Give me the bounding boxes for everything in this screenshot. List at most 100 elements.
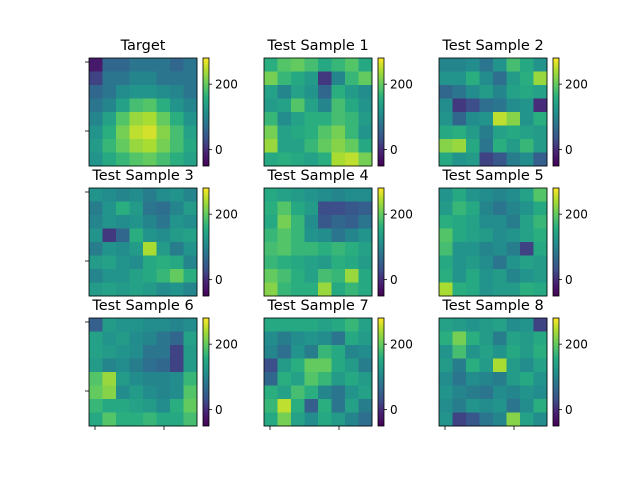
heatmap-cell	[452, 125, 467, 140]
heatmap-cell	[466, 98, 480, 113]
heatmap-cell	[439, 345, 453, 359]
heatmap-cell	[318, 125, 332, 140]
heatmap-cell	[102, 85, 117, 99]
heatmap-cell	[479, 282, 494, 297]
panel-title: Test Sample 7	[266, 298, 368, 314]
heatmap-cell	[264, 318, 278, 332]
heatmap-cell	[143, 228, 157, 243]
heatmap-cell	[277, 331, 292, 346]
heatmap-cell	[183, 215, 198, 229]
heatmap-cell	[520, 318, 534, 332]
heatmap-cell	[264, 399, 278, 413]
heatmap-cell	[102, 228, 117, 243]
heatmap-cell	[89, 242, 103, 256]
heatmap-cell	[102, 201, 117, 216]
heatmap-cell	[533, 282, 548, 297]
heatmap-cell	[533, 345, 548, 359]
heatmap-cell	[264, 358, 278, 373]
heatmap-cell	[506, 242, 521, 256]
heatmap-cell	[170, 372, 184, 386]
heatmap-cell	[304, 112, 319, 126]
heatmap-cell	[345, 188, 359, 202]
heatmap-cell	[345, 139, 359, 153]
heatmap-cell	[277, 139, 292, 153]
heatmap-cell	[304, 215, 319, 229]
heatmap-cell	[520, 188, 534, 202]
heatmap-cell	[318, 112, 332, 126]
heatmap-cell	[318, 282, 332, 297]
heatmap-cell	[129, 112, 144, 126]
heatmap-cell	[129, 318, 144, 332]
heatmap-cell	[264, 112, 278, 126]
heatmap-cell	[264, 98, 278, 113]
heatmap-cell	[291, 139, 305, 153]
heatmap-cell	[89, 58, 103, 72]
heatmap-cell	[264, 242, 278, 256]
heatmap-cell	[89, 345, 103, 359]
colorbar-tick-label: 0	[565, 273, 573, 287]
heatmap-cell	[345, 201, 359, 216]
heatmap-cell	[143, 372, 157, 386]
heatmap-cell	[439, 58, 453, 72]
heatmap-cell	[466, 228, 480, 243]
heatmap-cell	[264, 255, 278, 270]
colorbar-frame	[377, 57, 385, 167]
panel-title: Test Sample 2	[441, 38, 543, 54]
heatmap-cell	[264, 152, 278, 167]
heatmap-cell	[345, 228, 359, 243]
heatmap-cell	[129, 71, 144, 86]
heatmap-cell	[506, 112, 521, 126]
heatmap-cell	[89, 215, 103, 229]
heatmap-cell	[479, 399, 494, 413]
heatmap-cell	[439, 215, 453, 229]
colorbar-frame	[552, 187, 560, 297]
heatmap-cell	[439, 242, 453, 256]
heatmap-cell	[439, 318, 453, 332]
heatmap-cell	[89, 125, 103, 140]
heatmap-cell	[439, 228, 453, 243]
heatmap-cell	[291, 358, 305, 373]
heatmap-cell	[520, 152, 534, 167]
heatmap-cell	[358, 269, 373, 283]
heatmap-cell	[143, 125, 157, 140]
heatmap-cell	[358, 125, 373, 140]
heatmap-cell	[520, 98, 534, 113]
heatmap-cell	[129, 372, 144, 386]
heatmap-cell	[439, 188, 453, 202]
heatmap-cell	[116, 269, 130, 283]
heatmap-panel: Test Sample 6 0 200	[85, 298, 238, 430]
heatmap-cell	[493, 201, 507, 216]
heatmap-cell	[452, 385, 467, 400]
heatmap-cell	[89, 98, 103, 113]
heatmap-cell	[358, 242, 373, 256]
heatmap-cell	[318, 201, 332, 216]
heatmap-cell	[170, 71, 184, 86]
heatmap-cell	[318, 71, 332, 86]
heatmap-cell	[116, 412, 130, 427]
heatmap-cell	[466, 58, 480, 72]
heatmap-cell	[533, 71, 548, 86]
heatmap-cell	[520, 385, 534, 400]
heatmap-cell	[345, 372, 359, 386]
heatmap-cell	[170, 112, 184, 126]
heatmap-cell	[318, 412, 332, 427]
colorbar: 0 200	[377, 57, 413, 167]
heatmap-cell	[102, 139, 117, 153]
heatmap-cell	[331, 125, 346, 140]
heatmap-cell	[277, 282, 292, 297]
colorbar-tick-label: 200	[565, 77, 588, 91]
heatmap-cell	[520, 399, 534, 413]
heatmap-cell	[439, 269, 453, 283]
heatmap-cell	[116, 201, 130, 216]
heatmap-cell	[331, 282, 346, 297]
heatmap-cell	[277, 201, 292, 216]
panel-title: Test Sample 5	[441, 168, 543, 184]
heatmap-cell	[143, 98, 157, 113]
heatmap-cell	[304, 201, 319, 216]
heatmap-cell	[183, 242, 198, 256]
heatmap-cell	[143, 269, 157, 283]
heatmap-cell	[304, 412, 319, 427]
heatmap-cell	[304, 58, 319, 72]
heatmap-cell	[439, 282, 453, 297]
heatmap-cell	[304, 372, 319, 386]
